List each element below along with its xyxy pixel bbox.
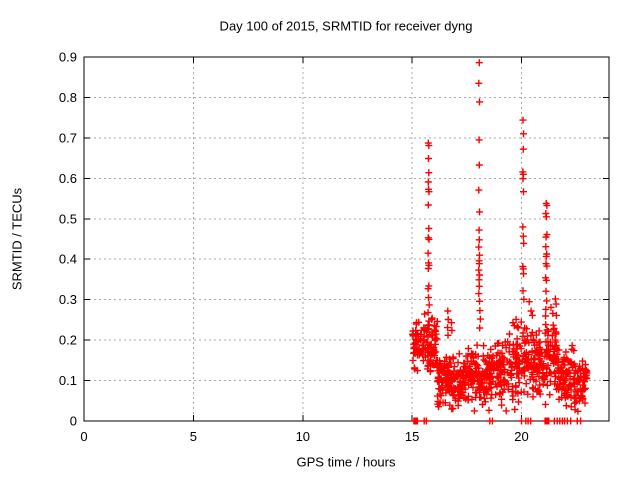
- plot-border: [83, 56, 610, 422]
- y-tick-label: 0.6: [59, 171, 77, 186]
- scatter-points: [409, 59, 591, 425]
- x-axis-label: GPS time / hours: [296, 454, 396, 470]
- y-tick-label: 0.2: [59, 333, 77, 348]
- x-tick-label: 5: [190, 429, 197, 444]
- y-tick-label: 0.5: [59, 211, 77, 226]
- x-tick-label: 20: [514, 429, 528, 444]
- y-tick-label: 0: [70, 414, 77, 429]
- y-tick-label: 0.1: [59, 373, 77, 388]
- y-tick-label: 0.9: [59, 50, 77, 65]
- x-tick-label: 15: [405, 429, 419, 444]
- axis-ticks: [83, 56, 609, 422]
- x-tick-label: 0: [80, 429, 87, 444]
- y-tick-label: 0.8: [59, 90, 77, 105]
- chart-title: Day 100 of 2015, SRMTID for receiver dyn…: [219, 18, 473, 34]
- y-tick-label: 0.7: [59, 130, 77, 145]
- grid-lines: [84, 57, 609, 421]
- y-tick-label: 0.4: [59, 252, 77, 267]
- y-tick-label: 0.3: [59, 292, 77, 307]
- x-tick-label: 10: [296, 429, 310, 444]
